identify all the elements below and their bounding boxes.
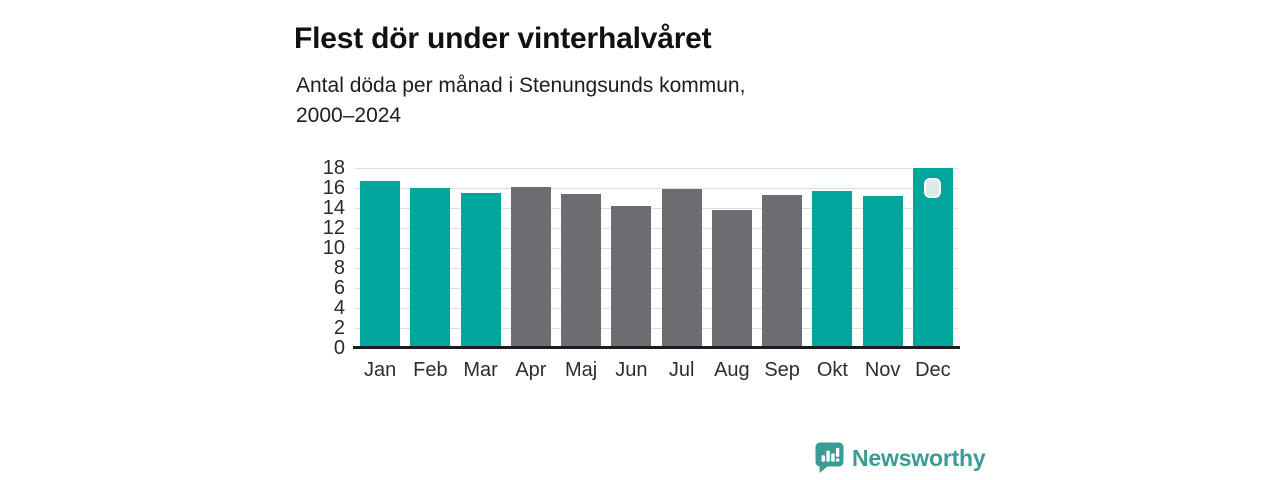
newsworthy-logo[interactable]: Newsworthy	[815, 442, 986, 474]
gridline-y-16	[355, 188, 958, 189]
newsworthy-brand-text: Newsworthy	[852, 444, 986, 471]
bar-jan[interactable]	[360, 181, 401, 348]
x-tick-label-sep: Sep	[764, 359, 800, 381]
bar-feb[interactable]	[410, 188, 451, 348]
bar-highlight-marker[interactable]	[924, 178, 942, 198]
y-tick-label-12: 12	[322, 217, 345, 239]
x-tick-label-jun: Jun	[615, 359, 648, 381]
bar-apr[interactable]	[510, 187, 551, 348]
y-tick-label-10: 10	[322, 237, 345, 259]
y-tick-label-8: 8	[333, 257, 345, 279]
bar-aug[interactable]	[711, 210, 752, 348]
x-tick-label-dec: Dec	[915, 359, 951, 381]
y-tick-label-6: 6	[333, 277, 345, 299]
chart-subtitle-line2: 2000–2024	[296, 104, 402, 127]
gridline-y-2	[355, 328, 958, 329]
x-tick-label-jul: Jul	[668, 359, 695, 381]
y-tick-label-16: 16	[322, 177, 345, 199]
gridline-y-10	[355, 248, 958, 249]
gridline-y-8	[355, 268, 958, 269]
y-tick-label-2: 2	[333, 317, 345, 339]
x-tick-label-okt: Okt	[816, 359, 848, 381]
x-tick-label-aug: Aug	[714, 359, 750, 381]
x-tick-label-mar: Mar	[463, 359, 498, 381]
x-tick-label-feb: Feb	[413, 359, 448, 381]
bar-mar[interactable]	[460, 193, 501, 348]
bar-okt[interactable]	[812, 191, 853, 348]
gridline-y-18	[355, 168, 958, 169]
chart-subtitle-line1: Antal döda per månad i Stenungsunds komm…	[296, 74, 746, 97]
page-title: Flest dör under vinterhalvåret	[294, 22, 712, 56]
y-tick-label-4: 4	[333, 297, 345, 319]
bar-maj[interactable]	[561, 194, 602, 348]
x-tick-label-maj: Maj	[565, 359, 598, 381]
bar-jun[interactable]	[611, 206, 652, 348]
bar-dec[interactable]	[912, 168, 953, 348]
gridline-y-14	[355, 208, 958, 209]
chart-subtitle: Antal döda per månad i Stenungsunds komm…	[296, 71, 745, 131]
x-tick-label-jan: Jan	[364, 359, 397, 381]
bar-nov[interactable]	[862, 196, 903, 348]
bar-jul[interactable]	[661, 189, 702, 348]
x-tick-label-nov: Nov	[864, 359, 901, 381]
gridline-y-12	[355, 228, 958, 229]
gridline-y-4	[355, 308, 958, 309]
newsworthy-bar-chart-speech-bubble-icon	[815, 442, 844, 474]
y-tick-label-18: 18	[322, 157, 345, 179]
x-axis-line	[353, 346, 960, 349]
x-tick-label-apr: Apr	[515, 359, 547, 381]
y-tick-label-14: 14	[322, 197, 345, 219]
plot-area	[355, 168, 958, 348]
y-tick-label-0: 0	[333, 337, 345, 359]
gridline-y-6	[355, 288, 958, 289]
bar-sep[interactable]	[762, 195, 803, 348]
